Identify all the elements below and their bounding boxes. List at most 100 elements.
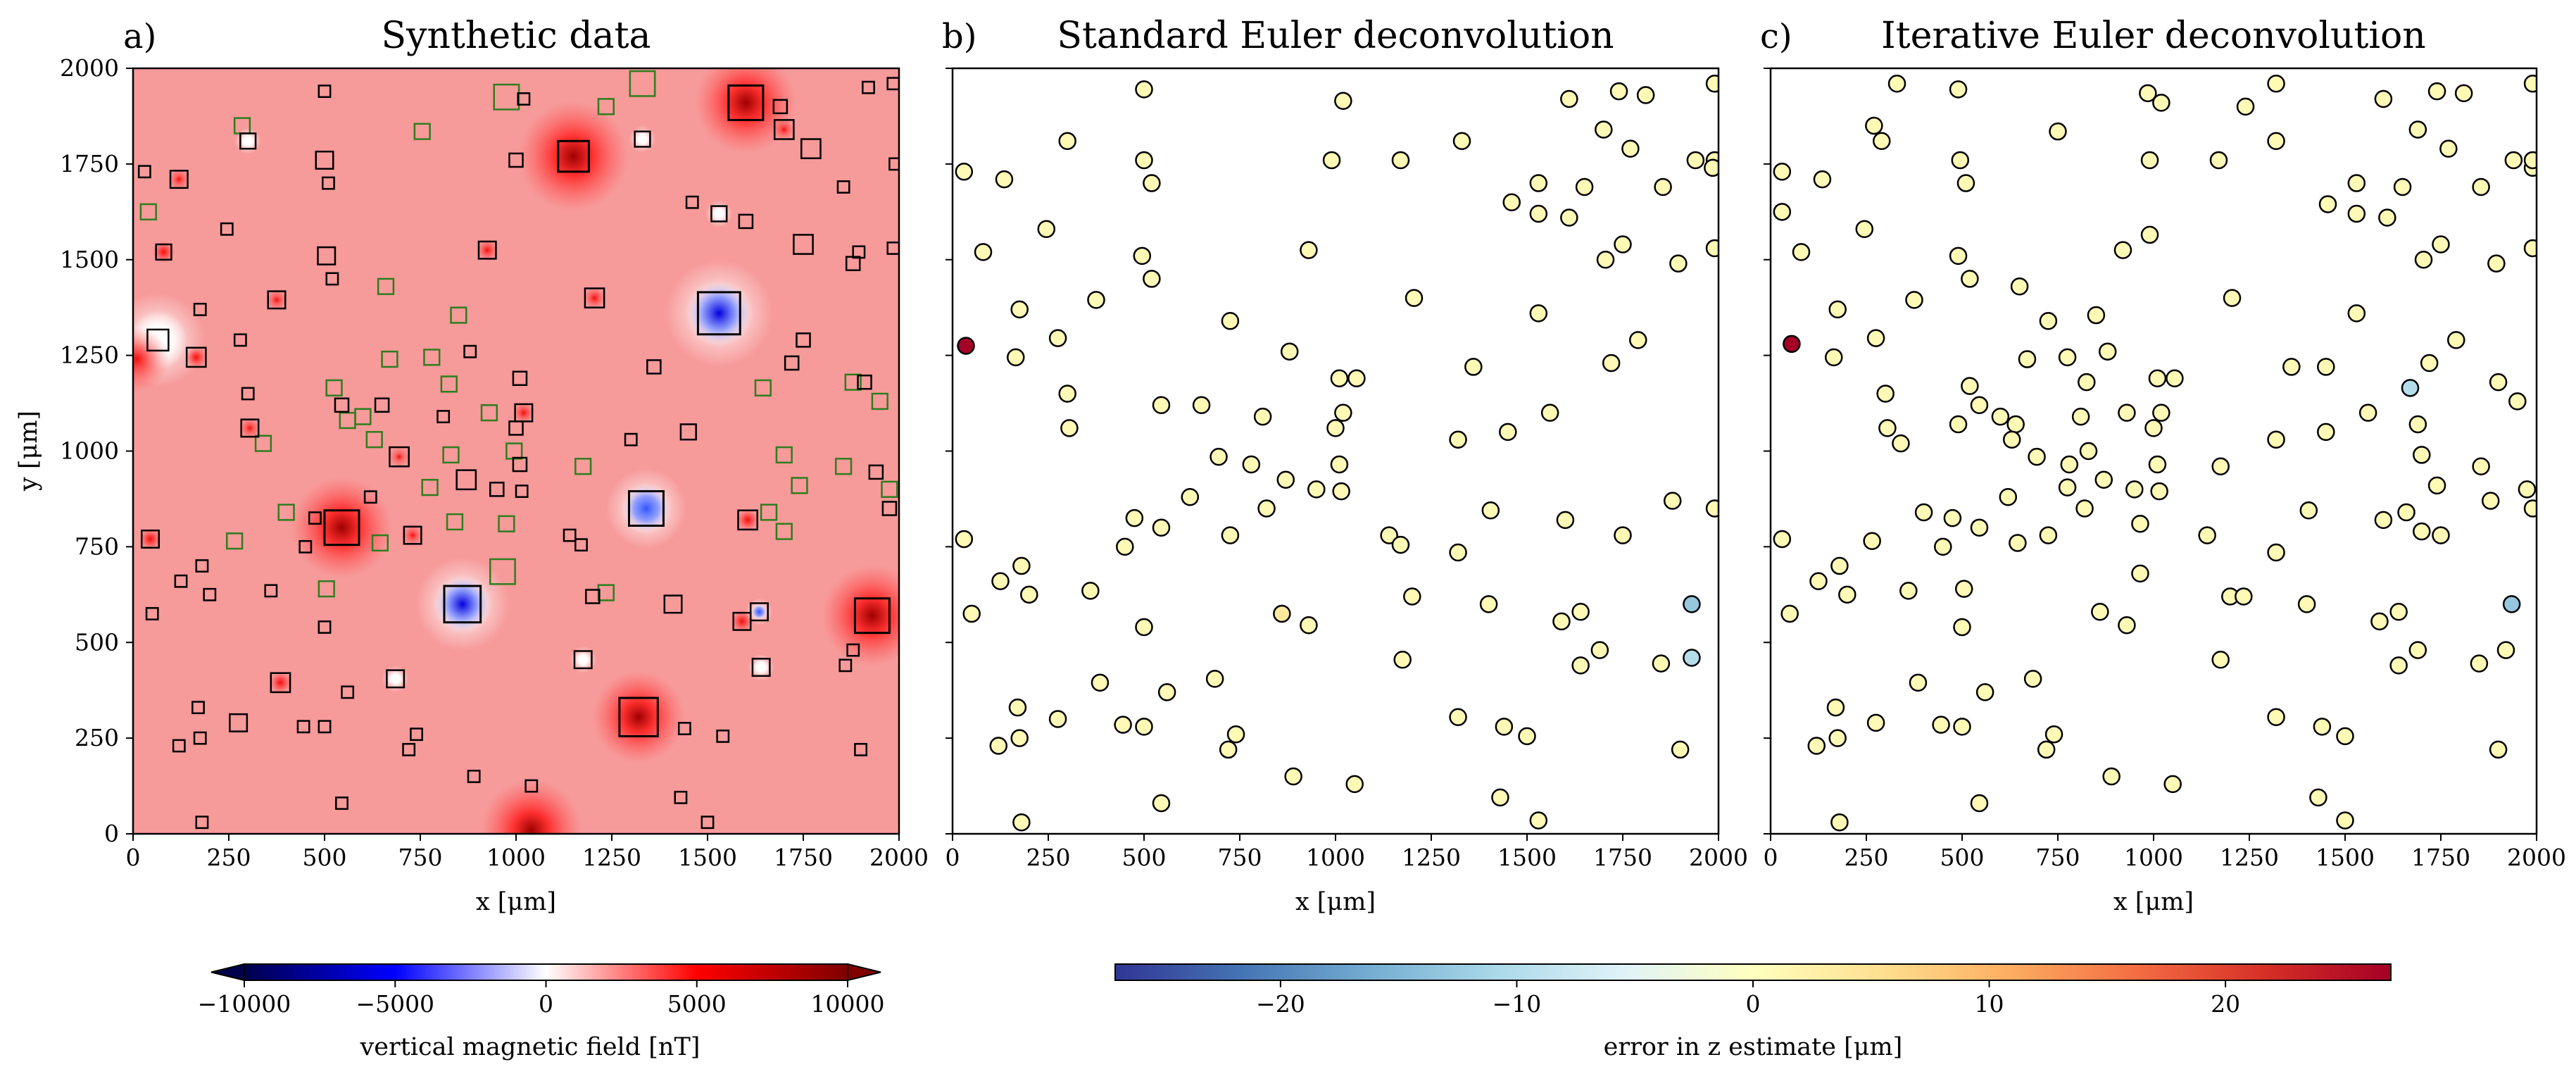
source-box-marker bbox=[334, 397, 350, 413]
negative-anomaly bbox=[239, 132, 257, 150]
estimate-point bbox=[1876, 385, 1895, 403]
source-box-marker bbox=[264, 584, 278, 598]
source-box-marker bbox=[881, 501, 898, 516]
estimate-point bbox=[1970, 794, 1989, 813]
x-axis-label: x [μm] bbox=[476, 888, 556, 916]
green-square-marker bbox=[775, 523, 793, 540]
estimate-point bbox=[1953, 718, 1971, 736]
green-square-marker bbox=[760, 504, 778, 521]
estimate-point bbox=[2470, 654, 2489, 673]
estimate-point bbox=[1999, 487, 2018, 506]
negative-anomaly bbox=[387, 670, 404, 687]
estimate-point bbox=[1614, 526, 1632, 544]
x-tick-label: 2000 bbox=[869, 844, 929, 871]
source-box-marker bbox=[341, 685, 355, 699]
source-box-marker bbox=[751, 658, 771, 677]
estimate-point bbox=[1020, 585, 1038, 604]
estimate-point bbox=[1949, 80, 1968, 99]
source-box-marker bbox=[574, 538, 588, 552]
estimate-point bbox=[1552, 612, 1571, 631]
estimate-point bbox=[1949, 415, 1968, 434]
estimate-point bbox=[1571, 656, 1590, 675]
source-box-marker bbox=[477, 240, 497, 260]
estimate-point bbox=[2075, 499, 2094, 518]
estimate-point bbox=[2347, 204, 2366, 223]
colorbar-tick-label: 0 bbox=[539, 990, 553, 1018]
source-box-marker bbox=[800, 138, 822, 159]
estimate-point bbox=[1887, 74, 1906, 93]
x-tick-label: 500 bbox=[1122, 844, 1167, 871]
estimate-point bbox=[2489, 740, 2508, 759]
positive-anomaly bbox=[401, 524, 424, 546]
estimate-point bbox=[1449, 430, 1467, 449]
green-square-marker bbox=[505, 442, 523, 460]
x-tick-label: 250 bbox=[207, 844, 251, 871]
estimate-point bbox=[2148, 369, 2167, 387]
estimate-point bbox=[1125, 508, 1144, 527]
estimate-point bbox=[2094, 470, 2113, 489]
estimate-point bbox=[1280, 342, 1299, 361]
estimate-point bbox=[1652, 654, 1671, 673]
source-box-marker bbox=[732, 611, 752, 631]
positive-anomaly bbox=[239, 417, 261, 439]
source-box-marker bbox=[322, 176, 335, 190]
estimate-point bbox=[2393, 177, 2412, 196]
estimate-point bbox=[2358, 404, 2377, 422]
estimate-point bbox=[1403, 587, 1421, 606]
source-box-marker bbox=[515, 485, 529, 498]
estimate-point bbox=[2309, 788, 2327, 807]
source-box-marker bbox=[663, 594, 683, 614]
x-tick-label: 1500 bbox=[2316, 844, 2375, 871]
estimate-point bbox=[2236, 97, 2255, 116]
colorbar-tick-label: 10000 bbox=[811, 990, 885, 1018]
source-box-marker bbox=[696, 291, 741, 336]
estimate-point bbox=[1529, 304, 1548, 323]
estimate-point bbox=[2502, 595, 2521, 613]
estimate-point bbox=[1219, 740, 1238, 759]
source-box-marker bbox=[374, 397, 390, 413]
x-tick-label: 1000 bbox=[1306, 844, 1365, 871]
estimate-point bbox=[1826, 698, 1845, 717]
estimate-point bbox=[1828, 300, 1847, 319]
source-box-marker bbox=[325, 272, 339, 286]
source-box-marker bbox=[270, 672, 291, 694]
estimate-point bbox=[1575, 177, 1594, 196]
estimate-point bbox=[1683, 649, 1701, 667]
estimate-point bbox=[1683, 595, 1701, 613]
green-square-marker bbox=[871, 392, 888, 410]
estimate-point bbox=[1704, 158, 1719, 177]
estimate-point bbox=[1807, 737, 1826, 755]
estimate-point bbox=[1391, 151, 1410, 170]
estimate-point bbox=[1133, 246, 1152, 265]
estimate-point bbox=[1705, 239, 1719, 258]
estimate-point bbox=[1991, 407, 2010, 426]
source-box-marker bbox=[403, 525, 422, 545]
estimate-point bbox=[1899, 582, 1918, 600]
x-tick-label: 1250 bbox=[1402, 844, 1461, 871]
colorbar-tick-label: −20 bbox=[1256, 990, 1305, 1018]
estimate-point bbox=[2427, 476, 2446, 495]
estimate-point bbox=[2039, 311, 2058, 330]
axis-ticks: 0 250 500 750 1000 1250 1500 1750 2000 0 250 500 750… bbox=[60, 54, 929, 871]
colorbar-tick-label: 5000 bbox=[667, 990, 727, 1018]
green-square-marker bbox=[844, 373, 862, 391]
colorbar-extend-high bbox=[847, 963, 881, 982]
estimate-point bbox=[2118, 616, 2136, 635]
estimate-point bbox=[1970, 518, 1989, 537]
source-box-marker bbox=[508, 152, 524, 168]
source-box-marker bbox=[852, 245, 866, 259]
source-box-marker bbox=[773, 119, 795, 140]
estimate-point bbox=[1970, 396, 1989, 415]
positive-anomaly bbox=[592, 670, 685, 763]
source-box-marker bbox=[563, 528, 577, 542]
source-box-marker bbox=[410, 727, 423, 742]
estimate-point bbox=[2378, 208, 2396, 227]
y-tick-label: 750 bbox=[75, 532, 119, 560]
estimate-point bbox=[2267, 430, 2285, 449]
estimate-points-layer bbox=[1773, 74, 2537, 832]
estimate-points-layer bbox=[955, 74, 1719, 832]
colorbar-magnetic-field: −10000 −5000 0 5000 10000 vertical magnetic … bbox=[198, 963, 885, 1061]
estimate-point bbox=[1866, 329, 1885, 347]
panel-iterative-euler: 0 250 500 750 1000 1250 1500 1750 2000 c) Iterat… bbox=[1760, 15, 2566, 916]
colorbar-ticks: −20 −10 0 10 20 bbox=[1256, 980, 2240, 1018]
